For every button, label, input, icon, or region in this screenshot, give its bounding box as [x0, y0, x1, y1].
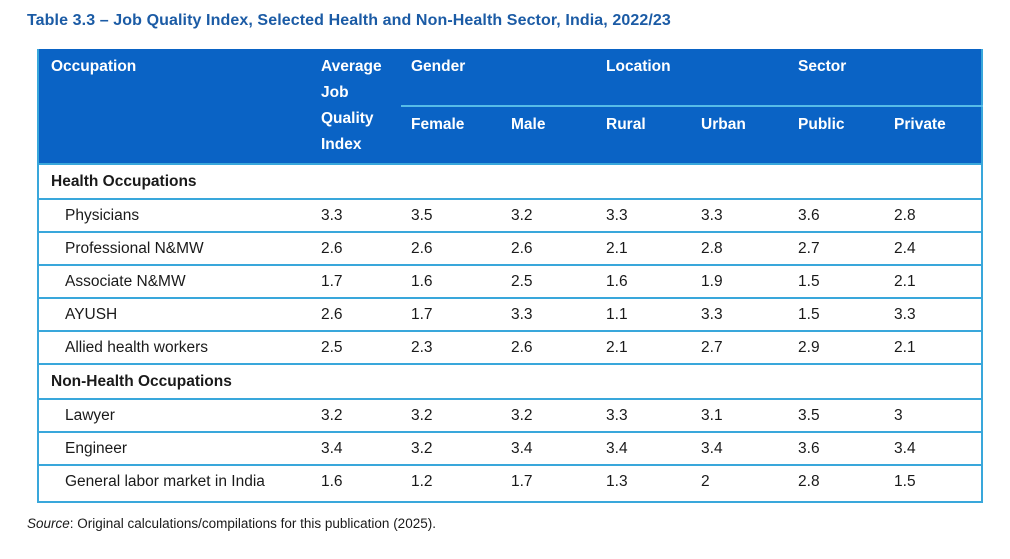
cell-avg: 1.7	[321, 273, 343, 290]
cell-private: 2.1	[894, 339, 916, 356]
cell-public: 1.5	[798, 306, 820, 323]
cell-public: 3.6	[798, 207, 820, 224]
cell-rural: 1.6	[606, 273, 628, 290]
cell-rural: 1.1	[606, 306, 628, 323]
cell-private: 3.4	[894, 440, 916, 457]
row-label: Engineer	[65, 440, 128, 457]
cell-public: 2.8	[798, 473, 820, 490]
cell-public: 3.5	[798, 407, 820, 424]
table-row: Allied health workers 2.5 2.3 2.6 2.1 2.…	[38, 331, 983, 364]
row-label: Associate N&MW	[65, 273, 186, 290]
cell-male: 2.6	[511, 339, 533, 356]
cell-private: 2.4	[894, 240, 916, 257]
row-label: Allied health workers	[65, 339, 209, 356]
col-header-average-jqi: Average Job Quality Index	[311, 49, 401, 164]
table-row: Engineer 3.4 3.2 3.4 3.4 3.4 3.6 3.4	[38, 432, 983, 465]
cell-female: 1.2	[411, 473, 433, 490]
table-row: General labor market in India 1.6 1.2 1.…	[38, 465, 983, 502]
cell-private: 2.8	[894, 207, 916, 224]
row-label: Physicians	[65, 207, 140, 224]
cell-avg: 1.6	[321, 473, 343, 490]
cell-avg: 3.2	[321, 407, 343, 424]
cell-male: 2.5	[511, 273, 533, 290]
cell-female: 2.6	[411, 240, 433, 257]
cell-urban: 2.7	[701, 339, 723, 356]
cell-male: 3.2	[511, 207, 533, 224]
table-row: AYUSH 2.6 1.7 3.3 1.1 3.3 1.5 3.3	[38, 298, 983, 331]
cell-rural: 2.1	[606, 240, 628, 257]
col-header-occupation: Occupation	[38, 49, 311, 164]
col-header-private: Private	[884, 105, 983, 164]
cell-private: 3	[894, 407, 903, 424]
section-title: Non-Health Occupations	[51, 373, 232, 390]
group-header-location: Location	[596, 49, 789, 107]
source-text: : Original calculations/compilations for…	[69, 516, 436, 531]
cell-urban: 3.1	[701, 407, 723, 424]
cell-urban: 1.9	[701, 273, 723, 290]
cell-rural: 1.3	[606, 473, 628, 490]
col-header-male: Male	[501, 105, 597, 164]
cell-rural: 3.3	[606, 407, 628, 424]
cell-male: 1.7	[511, 473, 533, 490]
cell-rural: 3.3	[606, 207, 628, 224]
cell-urban: 3.3	[701, 306, 723, 323]
header-group-row: Occupation Average Job Quality Index Gen…	[38, 49, 983, 164]
section-row-non-health: Non-Health Occupations	[38, 364, 983, 399]
col-header-public: Public	[788, 105, 885, 164]
row-label: General labor market in India	[65, 473, 265, 490]
cell-public: 1.5	[798, 273, 820, 290]
cell-avg: 3.3	[321, 207, 343, 224]
cell-female: 1.7	[411, 306, 433, 323]
cell-private: 2.1	[894, 273, 916, 290]
cell-male: 3.3	[511, 306, 533, 323]
table-row: Professional N&MW 2.6 2.6 2.6 2.1 2.8 2.…	[38, 232, 983, 265]
cell-urban: 2	[701, 473, 710, 490]
table-title: Table 3.3 – Job Quality Index, Selected …	[27, 12, 671, 29]
col-header-female: Female	[401, 105, 501, 164]
cell-female: 3.2	[411, 407, 433, 424]
source-note: Source: Original calculations/compilatio…	[27, 516, 983, 531]
table-row: Physicians 3.3 3.5 3.2 3.3 3.3 3.6 2.8	[38, 199, 983, 232]
cell-avg: 2.5	[321, 339, 343, 356]
cell-rural: 3.4	[606, 440, 628, 457]
group-header-gender: Gender	[401, 49, 597, 107]
cell-avg: 2.6	[321, 240, 343, 257]
cell-female: 3.5	[411, 207, 433, 224]
section-row-health: Health Occupations	[38, 164, 983, 199]
cell-male: 3.4	[511, 440, 533, 457]
source-label: Source	[27, 516, 70, 531]
cell-public: 3.6	[798, 440, 820, 457]
cell-female: 3.2	[411, 440, 433, 457]
cell-urban: 2.8	[701, 240, 723, 257]
cell-male: 3.2	[511, 407, 533, 424]
cell-rural: 2.1	[606, 339, 628, 356]
cell-male: 2.6	[511, 240, 533, 257]
group-header-sector: Sector	[788, 49, 983, 107]
header-sub-row: Female Male Rural Urban Public Private	[38, 105, 983, 164]
cell-avg: 3.4	[321, 440, 343, 457]
job-quality-index-table: Occupation Average Job Quality Index Gen…	[37, 49, 984, 503]
col-header-urban: Urban	[691, 105, 789, 164]
cell-public: 2.7	[798, 240, 820, 257]
cell-female: 2.3	[411, 339, 433, 356]
table-body: Health Occupations Physicians 3.3 3.5 3.…	[38, 164, 983, 502]
row-label: Lawyer	[65, 407, 115, 424]
cell-urban: 3.3	[701, 207, 723, 224]
cell-private: 3.3	[894, 306, 916, 323]
table-row: Lawyer 3.2 3.2 3.2 3.3 3.1 3.5 3	[38, 399, 983, 432]
cell-avg: 2.6	[321, 306, 343, 323]
cell-private: 1.5	[894, 473, 916, 490]
section-title: Health Occupations	[51, 173, 197, 190]
row-label: AYUSH	[65, 306, 118, 323]
cell-urban: 3.4	[701, 440, 723, 457]
col-header-rural: Rural	[596, 105, 692, 164]
table-row: Associate N&MW 1.7 1.6 2.5 1.6 1.9 1.5 2…	[38, 265, 983, 298]
table-header: Occupation Average Job Quality Index Gen…	[38, 49, 983, 164]
cell-female: 1.6	[411, 273, 433, 290]
cell-public: 2.9	[798, 339, 820, 356]
row-label: Professional N&MW	[65, 240, 204, 257]
